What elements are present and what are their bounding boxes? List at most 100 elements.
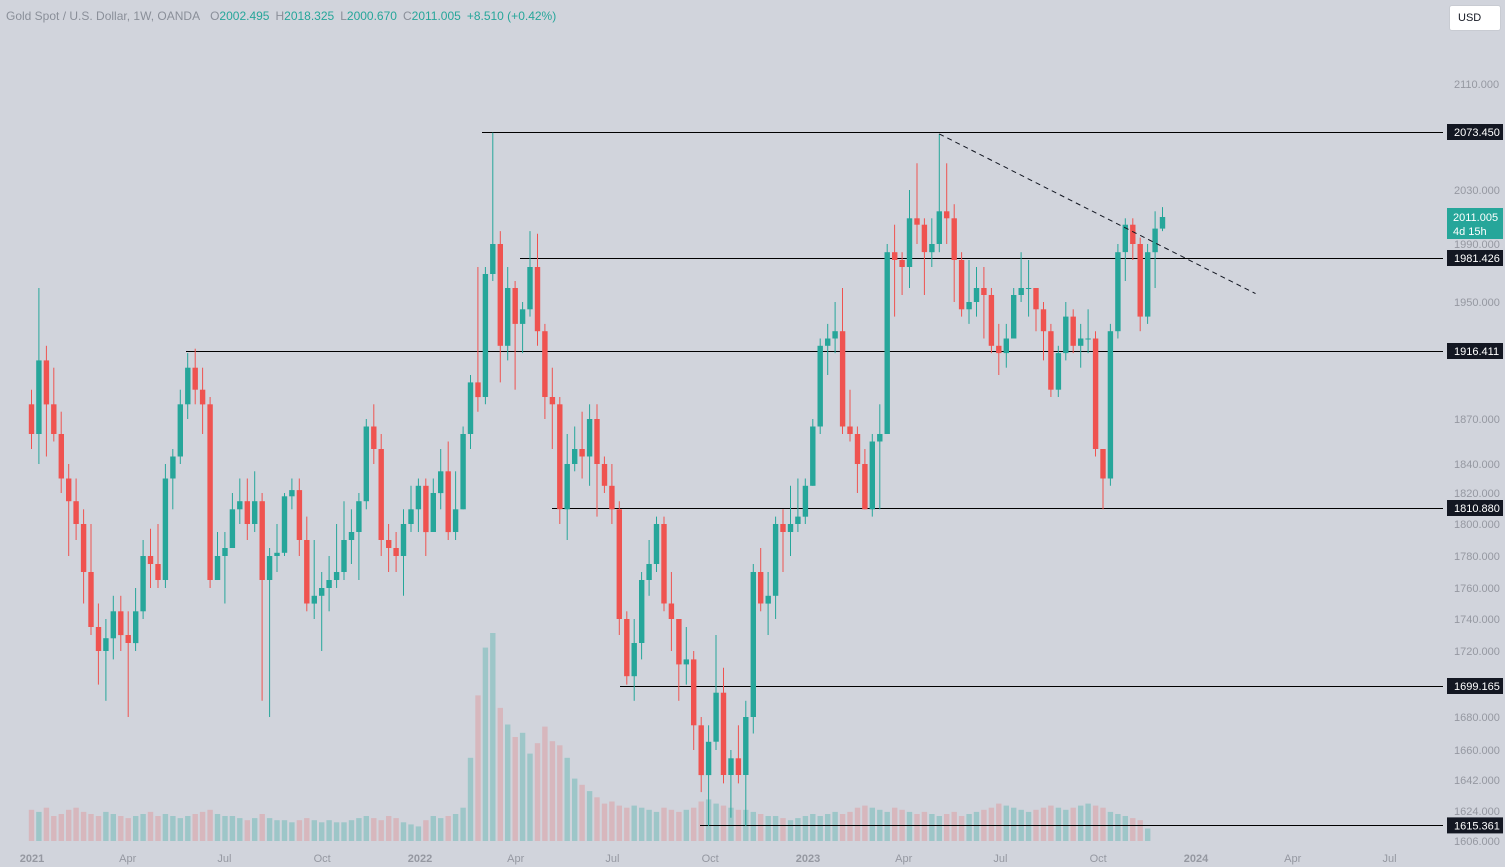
high-value: 2018.325 [284, 9, 335, 23]
candle-body [326, 580, 332, 588]
volume-bar [1085, 803, 1091, 841]
candle [66, 464, 72, 556]
candle [326, 556, 332, 612]
candle-body [237, 501, 243, 510]
candle-body [572, 449, 578, 464]
volume-bar [80, 811, 87, 841]
volume-bar [817, 816, 823, 841]
candle [311, 540, 317, 619]
volume-bar [758, 814, 764, 841]
candle [36, 288, 42, 464]
candle [929, 218, 935, 267]
volume-bar [646, 809, 652, 841]
time-axis-tick-label: 2022 [408, 853, 432, 865]
candle [572, 426, 578, 472]
volume-bar [534, 743, 541, 841]
volume-bar [691, 807, 697, 841]
candle-body [73, 501, 79, 524]
candle-body [601, 464, 608, 486]
candle-body [743, 717, 749, 775]
candle [1107, 323, 1114, 486]
candle-body [1159, 217, 1166, 229]
level-price-label-box [1447, 500, 1503, 516]
candle-body [1070, 316, 1076, 346]
volume-bar [214, 814, 221, 841]
candle [214, 532, 221, 580]
candle-body [58, 434, 64, 479]
candle-body [683, 659, 689, 665]
candle [467, 375, 474, 449]
candle [378, 434, 384, 556]
price-axis: 2110.000 2030.000 1990.000 1950.000 1870.000… [1444, 0, 1505, 867]
candle-body [564, 464, 570, 510]
time-axis-tick-label: Oct [702, 853, 719, 865]
candle-body [579, 449, 585, 457]
candle [676, 619, 682, 701]
candle-body [289, 490, 295, 497]
candle [668, 572, 675, 651]
candle [691, 651, 697, 750]
candle-body [386, 540, 392, 548]
candle [1033, 288, 1039, 332]
volume-bar [549, 741, 556, 841]
candle-body [616, 509, 622, 619]
candle [601, 456, 608, 493]
candle [304, 516, 310, 612]
candle [1011, 288, 1017, 339]
candle [452, 471, 459, 540]
candle [609, 464, 615, 524]
candle [839, 288, 846, 434]
candle-body [720, 692, 727, 775]
candle-body [810, 426, 816, 486]
candles-layer [28, 132, 1166, 826]
current-price-text: 2011.005 [1453, 212, 1498, 224]
candle [817, 338, 823, 434]
time-axis-tick-label: Jul [217, 853, 231, 865]
volume-bar [862, 805, 868, 841]
currency-button[interactable]: USD [1449, 5, 1501, 31]
candle [877, 404, 883, 510]
candle [274, 524, 280, 572]
volume-bar [229, 816, 236, 841]
candle [527, 231, 533, 317]
candle-body [333, 572, 340, 580]
time-axis-tick-label: Apr [1284, 853, 1301, 865]
candle [192, 348, 198, 405]
candle [1145, 244, 1151, 324]
level-price-label-text: 1615.361 [1454, 820, 1500, 832]
volume-bar [505, 724, 511, 841]
candle [683, 627, 689, 685]
candle [356, 493, 362, 580]
countdown-text: 4d 15h [1453, 226, 1487, 238]
current-price-tag: 2011.005 4d 15h [1447, 208, 1503, 239]
candle-body [825, 338, 831, 346]
candle [341, 501, 347, 580]
level-price-label: 1981.426 [1447, 250, 1503, 266]
volume-bar [482, 647, 489, 841]
candle [661, 516, 667, 612]
candle-body [356, 501, 362, 532]
volume-bar [415, 826, 422, 841]
time-axis-tick-label: Jul [1382, 853, 1396, 865]
candle [810, 419, 816, 486]
volume-bar [1122, 816, 1128, 841]
candle-body [452, 509, 459, 532]
candle [1152, 211, 1158, 288]
candle-body [43, 360, 50, 405]
candle [705, 725, 712, 826]
candle [519, 302, 526, 354]
candle-body [758, 572, 764, 604]
candle [825, 323, 831, 375]
volume-bar [966, 814, 972, 841]
candle [363, 419, 369, 510]
candle-body [549, 397, 556, 405]
candle-body [557, 404, 563, 510]
candle [854, 426, 861, 493]
candle-body [430, 493, 436, 532]
volume-bar [1025, 811, 1032, 841]
candle-body [170, 456, 176, 479]
candle [616, 501, 622, 635]
price-axis-tick-label: 1820.000 [1454, 488, 1500, 500]
